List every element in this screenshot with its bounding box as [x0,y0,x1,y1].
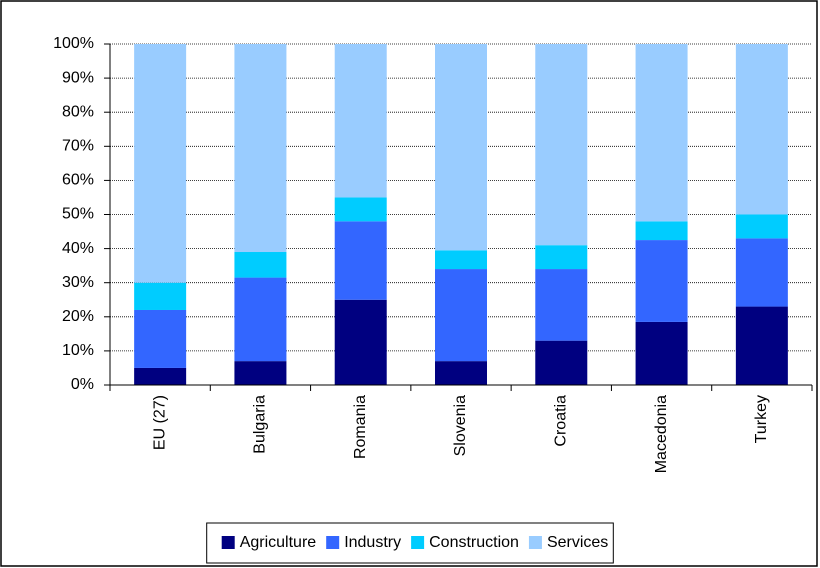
bar-segment [134,309,187,368]
x-tick-label: EU (27) [151,395,168,450]
x-tick-label: Slovenia [452,395,469,456]
bar-segment [134,44,187,283]
bar-segment [635,240,688,322]
y-tick-label: 80% [62,103,94,120]
bar-segment [535,269,588,341]
y-tick-label: 10% [62,342,94,359]
bar-segment [635,321,688,385]
legend-swatch [528,536,542,549]
legend-box [206,522,614,564]
legend-swatch [326,536,340,549]
bar-segment [234,277,287,362]
bar-segment [334,221,387,300]
bar-segment [134,282,187,310]
x-tick-label: Bulgaria [252,395,269,454]
bar-segment [334,44,387,198]
bar-segment [234,361,287,385]
legend-label: Services [547,534,608,551]
bar-segment [735,44,788,215]
y-tick-label: 60% [62,172,94,189]
bar-segment [635,221,688,241]
x-tick-label: Romania [352,395,369,459]
y-tick-label: 40% [62,240,94,257]
y-tick-label: 20% [62,308,94,325]
bar-segment [435,250,487,270]
bar-segment [535,340,588,385]
bar-segment [535,44,588,246]
bar-segment [334,299,387,385]
y-tick-label: 100% [53,35,94,52]
bar-segment [134,367,187,385]
x-tick-label: Turkey [753,395,770,443]
bar-segment [735,238,788,307]
y-tick-label: 90% [62,69,94,86]
legend-swatch [411,536,425,549]
bar-segment [334,197,387,222]
y-tick-label: 70% [62,138,94,155]
y-tick-label: 30% [62,274,94,291]
legend-label: Construction [429,534,519,551]
y-tick-label: 50% [62,206,94,223]
legend-swatch [221,536,235,549]
bar-segment [535,245,588,270]
bar-segment [735,306,788,385]
bar-segment [234,252,287,278]
x-tick-label: Croatia [553,395,570,447]
bar-segment [435,269,487,362]
legend-label: Agriculture [240,534,317,551]
bar-segment [435,361,487,385]
legend-label: Industry [344,534,401,551]
x-tick-label: Macedonia [653,395,670,473]
bar-segment [435,44,487,251]
bar-segment [234,44,287,253]
bar-segment [635,44,688,222]
y-tick-label: 0% [71,376,94,393]
bar-segment [735,214,788,239]
